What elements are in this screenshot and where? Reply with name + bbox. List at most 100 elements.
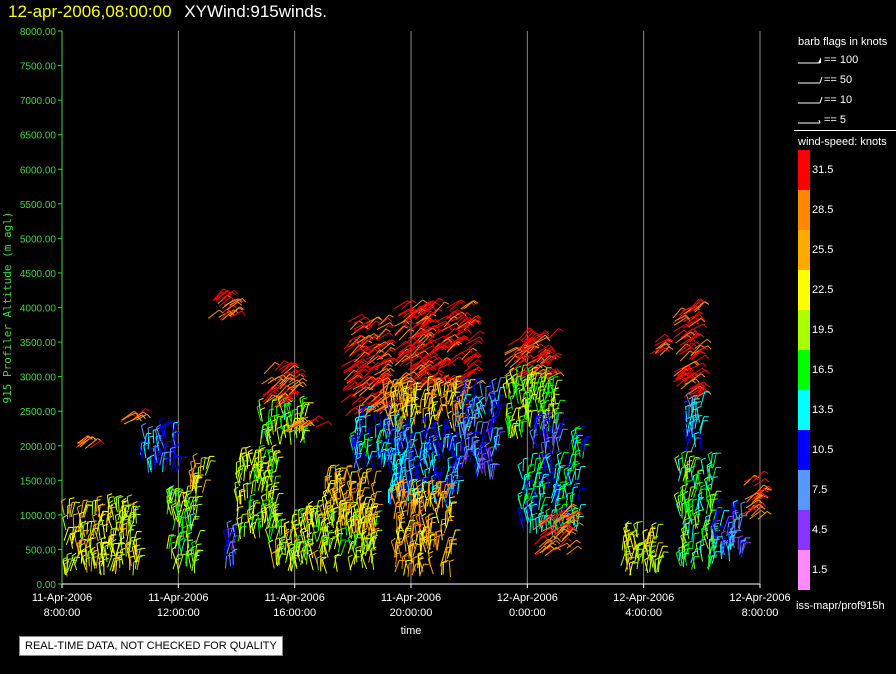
wind-barb-flag [558,516,564,520]
wind-barb [351,396,362,405]
wind-barb [90,553,96,567]
wind-barb-flag [693,372,699,376]
wind-barb-flag [389,367,395,372]
wind-barb [491,401,493,415]
wind-barb-flag [531,409,538,412]
wind-barb [114,515,118,531]
wind-barb [418,559,421,576]
wind-barb [686,432,693,447]
wind-barb [166,535,170,549]
wind-barb [353,316,367,324]
wind-barb [521,337,532,348]
wind-barb [526,465,530,477]
wind-barb-flag [62,514,68,519]
wind-barb [339,483,342,499]
wind-barb [283,523,286,539]
wind-barb [518,327,530,340]
wind-barb [327,480,332,494]
wind-barb-flag [395,429,401,432]
wind-barb-flag [699,432,705,436]
wind-barb-flag [390,347,396,351]
wind-barb-flag [439,443,445,445]
wind-barb-flag [387,446,393,451]
wind-barb [690,381,704,390]
wind-barb [292,522,298,537]
wind-barb-flag [267,429,273,433]
wind-barb-flag [172,504,178,508]
wind-barb-flag [536,472,542,474]
wind-barb [284,533,290,549]
barb-cluster [673,450,723,570]
wind-barb [454,455,458,469]
wind-barb [173,488,179,503]
wind-barb-flag [543,368,548,373]
wind-barb-flag [465,380,471,383]
wind-barb [371,555,375,570]
wind-barb-flag [322,539,328,542]
wind-barb-flag [121,497,127,502]
wind-barb-flag [422,442,428,444]
wind-barb-flag [420,327,426,331]
wind-barb-flag [190,459,196,463]
wind-barb [487,429,491,442]
wind-barb [539,505,544,518]
y-tick-label: 3000.00 [20,373,57,384]
wind-barb [90,549,97,565]
wind-barb [74,551,81,566]
wind-barb [420,389,426,402]
wind-barb-flag [179,515,185,520]
wind-barb-flag [238,522,244,525]
wind-barb [708,555,713,568]
wind-barb [226,541,231,555]
wind-barb-flag [416,385,422,388]
wind-barb [363,434,366,449]
wind-barb [329,497,332,511]
wind-barb [394,539,398,553]
wind-barb-flag [418,309,424,314]
wind-barb [534,330,546,340]
wind-barb-flag [380,451,386,454]
wind-barb [126,496,130,509]
wind-barb-flag [539,451,545,454]
x-tick-label-date: 12-Apr-2006 [729,592,790,604]
wind-barb-flag [570,526,576,530]
wind-barb [454,426,459,442]
wind-barb-flag [694,320,700,325]
wind-barb [654,334,665,343]
wind-barb-flag [575,425,580,429]
wind-barb-flag [385,328,391,333]
wind-barb [109,558,115,571]
y-tick-label: 1500.00 [20,476,57,487]
x-tick-label-time: 16:00:00 [273,607,316,619]
wind-barb [266,467,272,483]
wind-barb-flag [703,323,708,329]
wind-barb-flag [298,421,304,426]
wind-barb [693,434,696,448]
wind-barb-flag [480,404,486,407]
wind-barb [555,437,560,453]
wind-barb-flag [544,332,550,337]
wind-barb [535,453,540,469]
wind-barb-flag [699,385,705,390]
wind-barb [430,402,434,416]
wind-barb-flag [422,407,429,410]
wind-barb [325,467,330,482]
wind-barb [147,458,152,473]
wind-barb-flag [248,516,254,520]
wind-barb-flag [175,504,181,508]
wind-barb-flag [230,297,235,301]
wind-barb-flag [226,291,232,296]
wind-barb-flag [353,438,359,441]
wind-barb [125,543,130,556]
wind-barb-flag [556,368,561,373]
wind-barb [180,539,185,555]
wind-barb-flag [422,451,428,456]
wind-barb [472,386,478,401]
wind-barb [243,522,246,537]
wind-barb [288,402,292,417]
wind-barb-flag [364,364,369,369]
wind-barb-flag [334,470,340,473]
wind-barb-flag [712,494,718,496]
wind-barb-flag [411,532,416,537]
wind-barb-flag [385,372,390,378]
